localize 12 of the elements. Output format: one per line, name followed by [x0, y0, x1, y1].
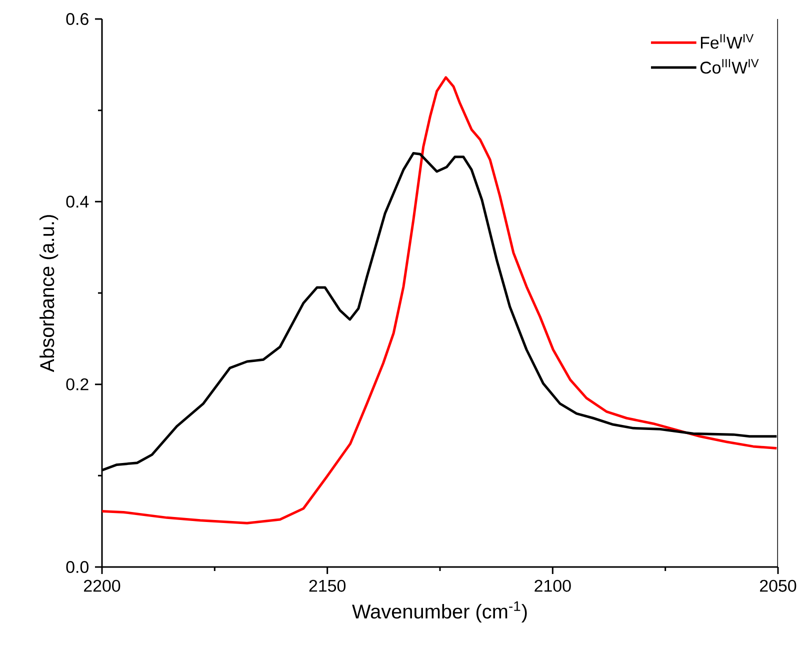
y-tick-label: 0.0 — [66, 561, 88, 573]
x-axis-title: Wavenumber (cm$^{-1}$) — [352, 601, 527, 623]
legend-label: Fe$^{II}$W$^{IV}$ — [700, 34, 754, 49]
x-tick-label: 2150 — [309, 580, 346, 592]
x-tick-label: 2200 — [84, 580, 120, 592]
y-tick-label: 0.6 — [66, 13, 88, 25]
legend-label: Co$^{III}$W$^{IV}$ — [700, 59, 759, 74]
x-tick-label: 2050 — [760, 580, 796, 592]
x-tick-label: 2100 — [534, 580, 571, 592]
y-axis-title: Absorbance (a.u.) — [40, 215, 58, 372]
y-tick-label: 0.4 — [66, 196, 89, 208]
y-tick-label: 0.2 — [66, 378, 88, 390]
